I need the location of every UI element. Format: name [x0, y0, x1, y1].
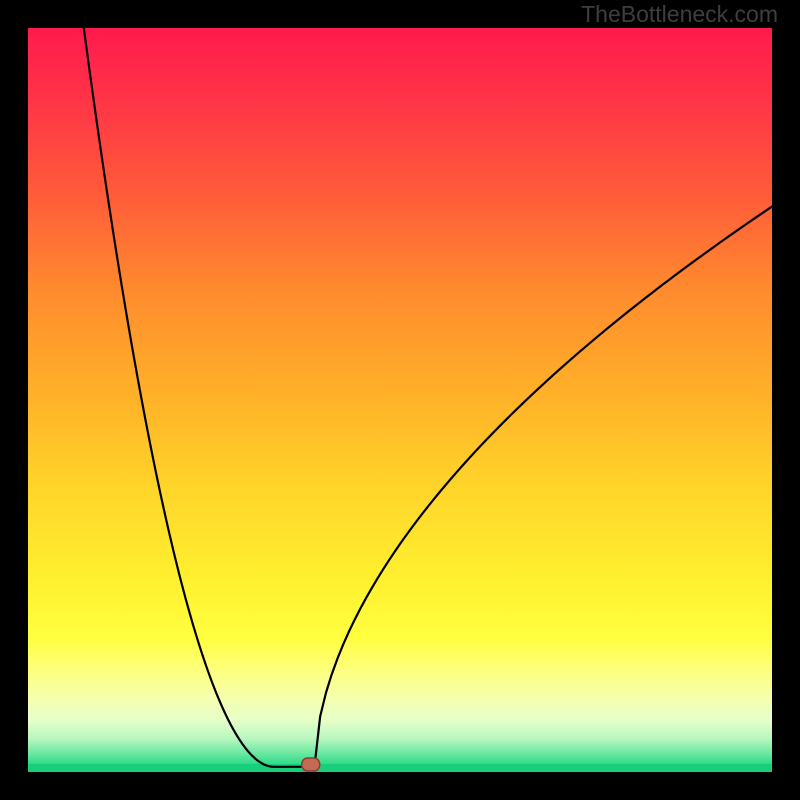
- curve-svg: [28, 28, 772, 772]
- optimal-point-marker: [302, 758, 320, 771]
- plot-background: [28, 28, 772, 772]
- chart-plot-area: [28, 28, 772, 772]
- watermark-text: TheBottleneck.com: [581, 1, 778, 28]
- bottom-accent-band: [28, 764, 772, 772]
- chart-root: TheBottleneck.com: [0, 0, 800, 800]
